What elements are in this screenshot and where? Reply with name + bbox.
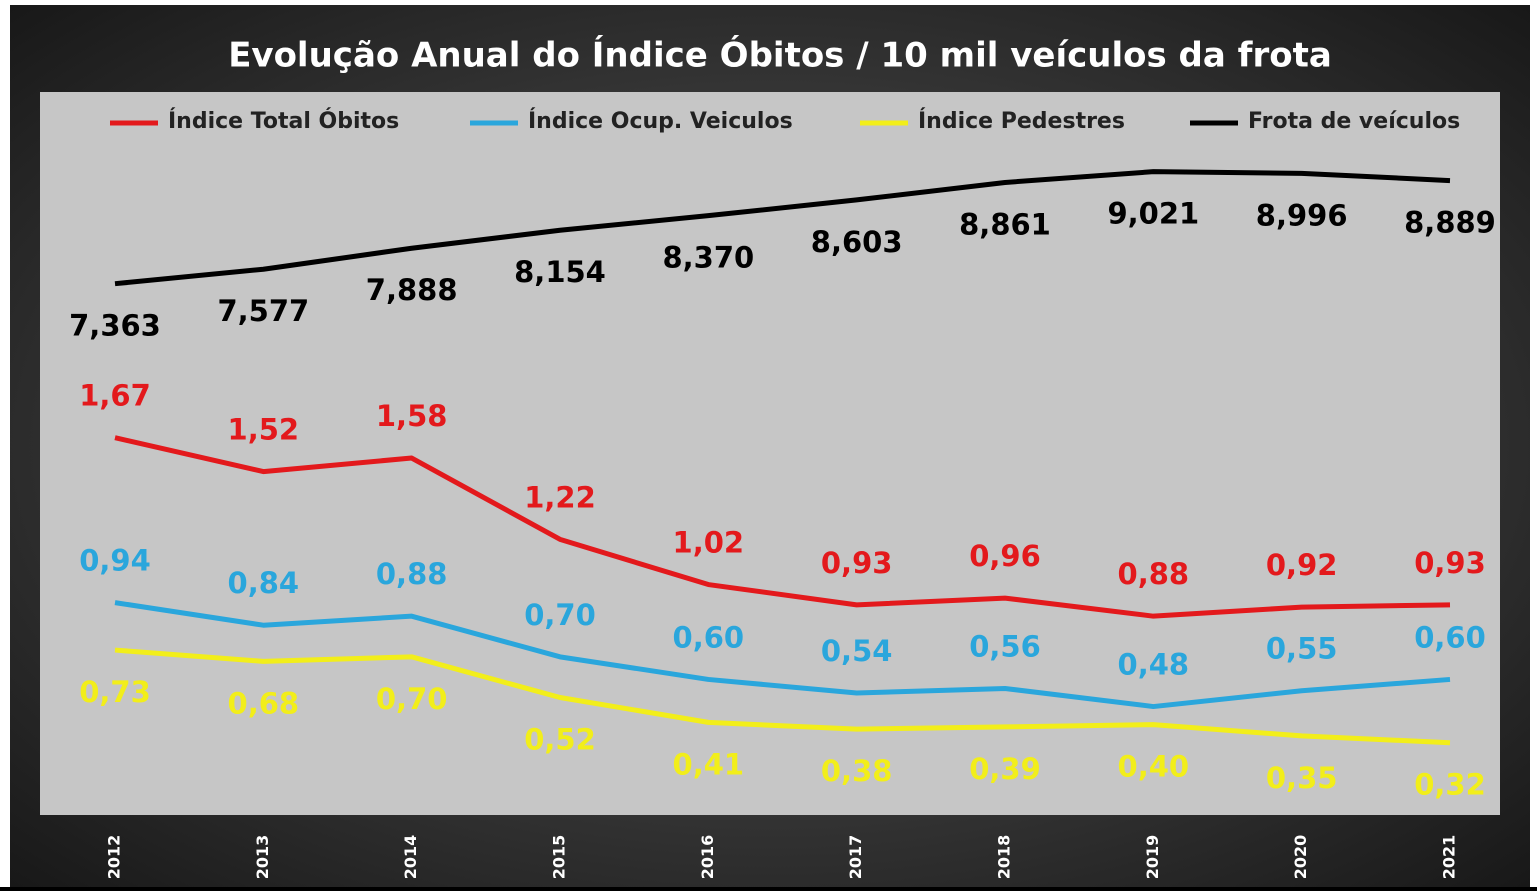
data-label: 7,888 [366,273,458,307]
data-label: 0,70 [524,598,596,632]
data-label: 7,363 [69,309,161,343]
data-label: 8,370 [662,241,754,275]
data-label: 0,35 [1266,761,1338,795]
data-label: 0,73 [79,675,151,709]
data-label: 0,40 [1118,750,1190,784]
data-label: 1,58 [376,399,448,433]
legend-label: Índice Ocup. Veiculos [528,108,793,134]
data-label: 0,41 [673,747,745,781]
data-label: 9,021 [1107,197,1199,231]
data-label: 0,93 [1414,546,1486,580]
x-tick-label: 2012 [105,835,124,880]
chart-title: Evolução Anual do Índice Óbitos / 10 mil… [228,35,1332,76]
x-tick-label: 2018 [995,835,1014,880]
data-label: 0,39 [969,752,1041,786]
data-label: 0,84 [228,566,300,600]
data-label: 0,54 [821,634,893,668]
data-label: 1,52 [228,413,300,447]
data-label: 0,55 [1266,632,1338,666]
data-label: 0,94 [79,544,151,578]
data-label: 0,48 [1118,648,1190,682]
series-line [114,600,1451,710]
series-line [114,647,1451,746]
data-label: 8,889 [1404,206,1496,240]
data-label: 1,02 [673,526,745,560]
x-tick-label: 2015 [550,835,569,880]
data-label: 0,60 [673,620,745,654]
legend-label: Frota de veículos [1248,109,1460,134]
data-label: 8,861 [959,207,1051,241]
legend-label: Índice Pedestres [918,108,1125,134]
data-label: 8,996 [1256,198,1348,232]
data-label: 0,52 [524,723,596,757]
data-label: 0,93 [821,546,893,580]
x-tick-label: 2020 [1291,835,1310,880]
x-tick-label: 2016 [698,835,717,880]
x-tick-label: 2013 [253,835,272,880]
x-tick-label: 2019 [1143,835,1162,880]
series-line [114,169,1451,287]
data-label: 0,92 [1266,548,1338,582]
data-label: 0,56 [969,629,1041,663]
data-label: 0,96 [969,539,1041,573]
data-label: 7,577 [217,294,309,328]
data-label: 0,60 [1414,620,1486,654]
data-label: 0,70 [376,682,448,716]
data-label: 0,88 [376,557,448,591]
data-label: 8,603 [811,225,903,259]
data-label: 0,68 [228,686,300,720]
data-label: 8,154 [514,255,606,289]
legend-label: Índice Total Óbitos [168,108,399,134]
x-tick-label: 2021 [1440,835,1459,880]
data-label: 0,32 [1414,768,1486,802]
data-label: 1,67 [79,379,151,413]
series-line [114,435,1451,619]
x-tick-label: 2017 [846,835,865,880]
data-label: 0,38 [821,754,893,788]
data-label: 0,88 [1118,557,1190,591]
x-tick-label: 2014 [401,835,420,880]
data-label: 1,22 [524,480,596,514]
